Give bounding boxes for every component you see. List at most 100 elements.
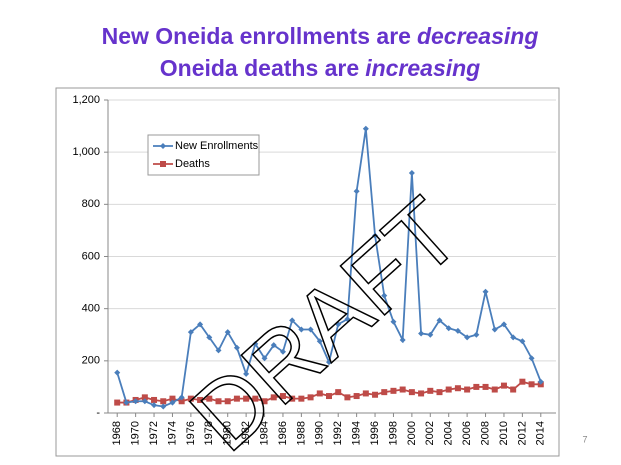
point: [464, 334, 471, 341]
point: [215, 347, 222, 354]
point: [408, 170, 415, 177]
point: [473, 383, 480, 390]
y-tick-label: 800: [82, 198, 100, 210]
point: [279, 393, 286, 400]
title-emphasis: decreasing: [417, 23, 538, 49]
x-tick-label: 2014: [535, 421, 547, 445]
x-tick-label: 2002: [424, 421, 436, 445]
point: [141, 398, 148, 405]
point: [454, 385, 461, 392]
x-tick-label: 1986: [277, 421, 289, 445]
point: [353, 188, 360, 195]
x-tick-label: 1982: [240, 421, 252, 445]
x-tick-label: 1992: [332, 421, 344, 445]
point: [270, 342, 277, 349]
legend-marker: [160, 143, 166, 149]
point: [399, 336, 406, 343]
legend-label: New Enrollments: [175, 140, 259, 152]
x-tick-label: 2004: [443, 421, 455, 445]
point: [307, 394, 314, 401]
point: [427, 331, 434, 338]
point: [362, 125, 369, 132]
point: [353, 393, 360, 400]
x-tick-label: 1990: [314, 421, 326, 445]
legend-box: [147, 134, 260, 176]
point: [298, 326, 305, 333]
x-tick-label: 1968: [111, 421, 123, 445]
point: [454, 327, 461, 334]
title-text: Oneida deaths are: [160, 55, 359, 81]
point: [445, 325, 452, 332]
point: [307, 326, 314, 333]
x-tick-label: 2012: [516, 421, 528, 445]
point: [445, 386, 452, 393]
point: [261, 355, 268, 362]
point: [123, 399, 130, 406]
point: [206, 334, 213, 341]
y-tick-label: 200: [82, 355, 100, 367]
point: [491, 326, 498, 333]
point: [233, 344, 240, 351]
point: [436, 389, 443, 396]
title-text: New Oneida enrollments are: [102, 23, 411, 49]
x-tick-label: 1998: [387, 421, 399, 445]
point: [390, 387, 397, 394]
legend-marker: [160, 161, 166, 167]
point: [537, 378, 544, 385]
point: [381, 292, 388, 299]
point: [344, 316, 351, 323]
point: [224, 398, 231, 405]
x-tick-label: 1978: [203, 421, 215, 445]
point: [160, 403, 167, 410]
point: [381, 389, 388, 396]
point: [528, 355, 535, 362]
point: [464, 386, 471, 393]
point: [418, 390, 425, 397]
point: [491, 386, 498, 393]
x-tick-label: 1984: [258, 421, 270, 445]
point: [326, 393, 332, 400]
point: [252, 340, 259, 347]
x-tick-label: 2000: [406, 421, 418, 445]
point: [224, 329, 231, 336]
point: [519, 378, 526, 385]
point: [141, 394, 148, 401]
x-tick-label: 2006: [461, 421, 473, 445]
point: [178, 394, 185, 401]
point: [279, 348, 286, 355]
point: [436, 317, 443, 324]
x-tick-label: 1970: [130, 421, 142, 445]
point: [114, 369, 121, 376]
point: [344, 394, 351, 401]
point: [528, 381, 535, 388]
point: [510, 386, 517, 393]
point: [178, 398, 185, 405]
point: [316, 338, 323, 345]
point: [169, 395, 176, 402]
y-tick-label: -: [96, 407, 100, 419]
point: [197, 396, 204, 403]
point: [233, 395, 240, 402]
x-tick-label: 1988: [295, 421, 307, 445]
point: [408, 389, 415, 396]
point: [335, 321, 342, 328]
x-tick-label: 2010: [498, 421, 510, 445]
title-line: New Oneida enrollments are decreasing: [102, 23, 539, 49]
point: [151, 396, 158, 403]
point: [500, 382, 507, 389]
point: [215, 398, 222, 405]
point: [132, 398, 139, 405]
x-tick-label: 1972: [148, 421, 160, 445]
point: [399, 386, 406, 393]
chart-frame: [55, 87, 560, 457]
point: [243, 370, 250, 377]
title-line: Oneida deaths are increasing: [160, 55, 480, 81]
point: [187, 329, 194, 336]
point: [160, 398, 167, 405]
x-tick-label: 1976: [185, 421, 197, 445]
x-tick-label: 1980: [222, 421, 234, 445]
point: [473, 331, 480, 338]
point: [519, 338, 526, 345]
